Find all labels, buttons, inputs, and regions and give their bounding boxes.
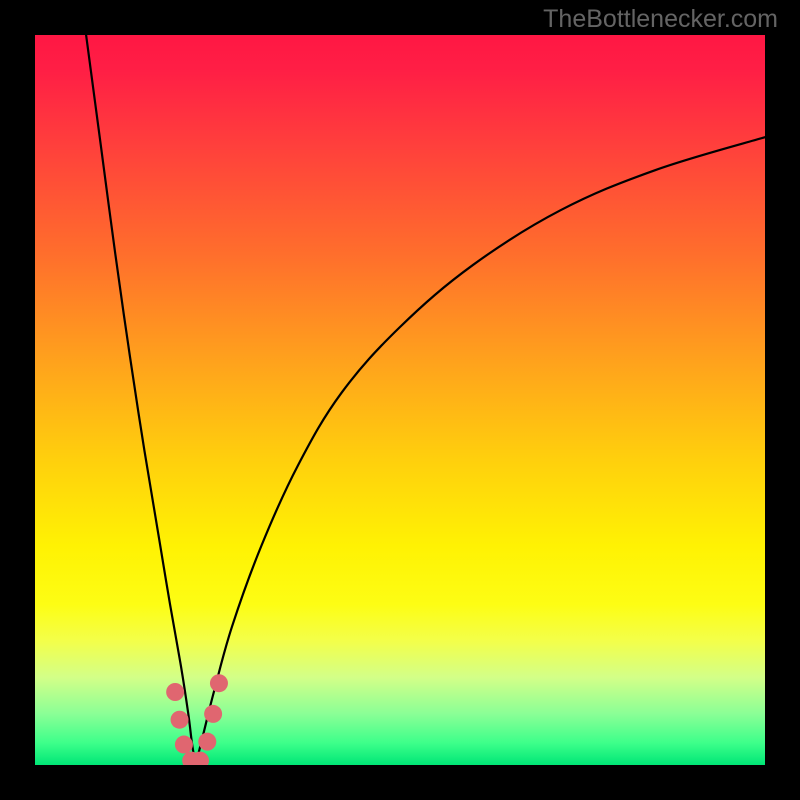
watermark-text: TheBottlenecker.com bbox=[543, 5, 778, 34]
chart-root: TheBottlenecker.com bbox=[0, 0, 800, 800]
gradient-plot-area bbox=[35, 35, 765, 765]
